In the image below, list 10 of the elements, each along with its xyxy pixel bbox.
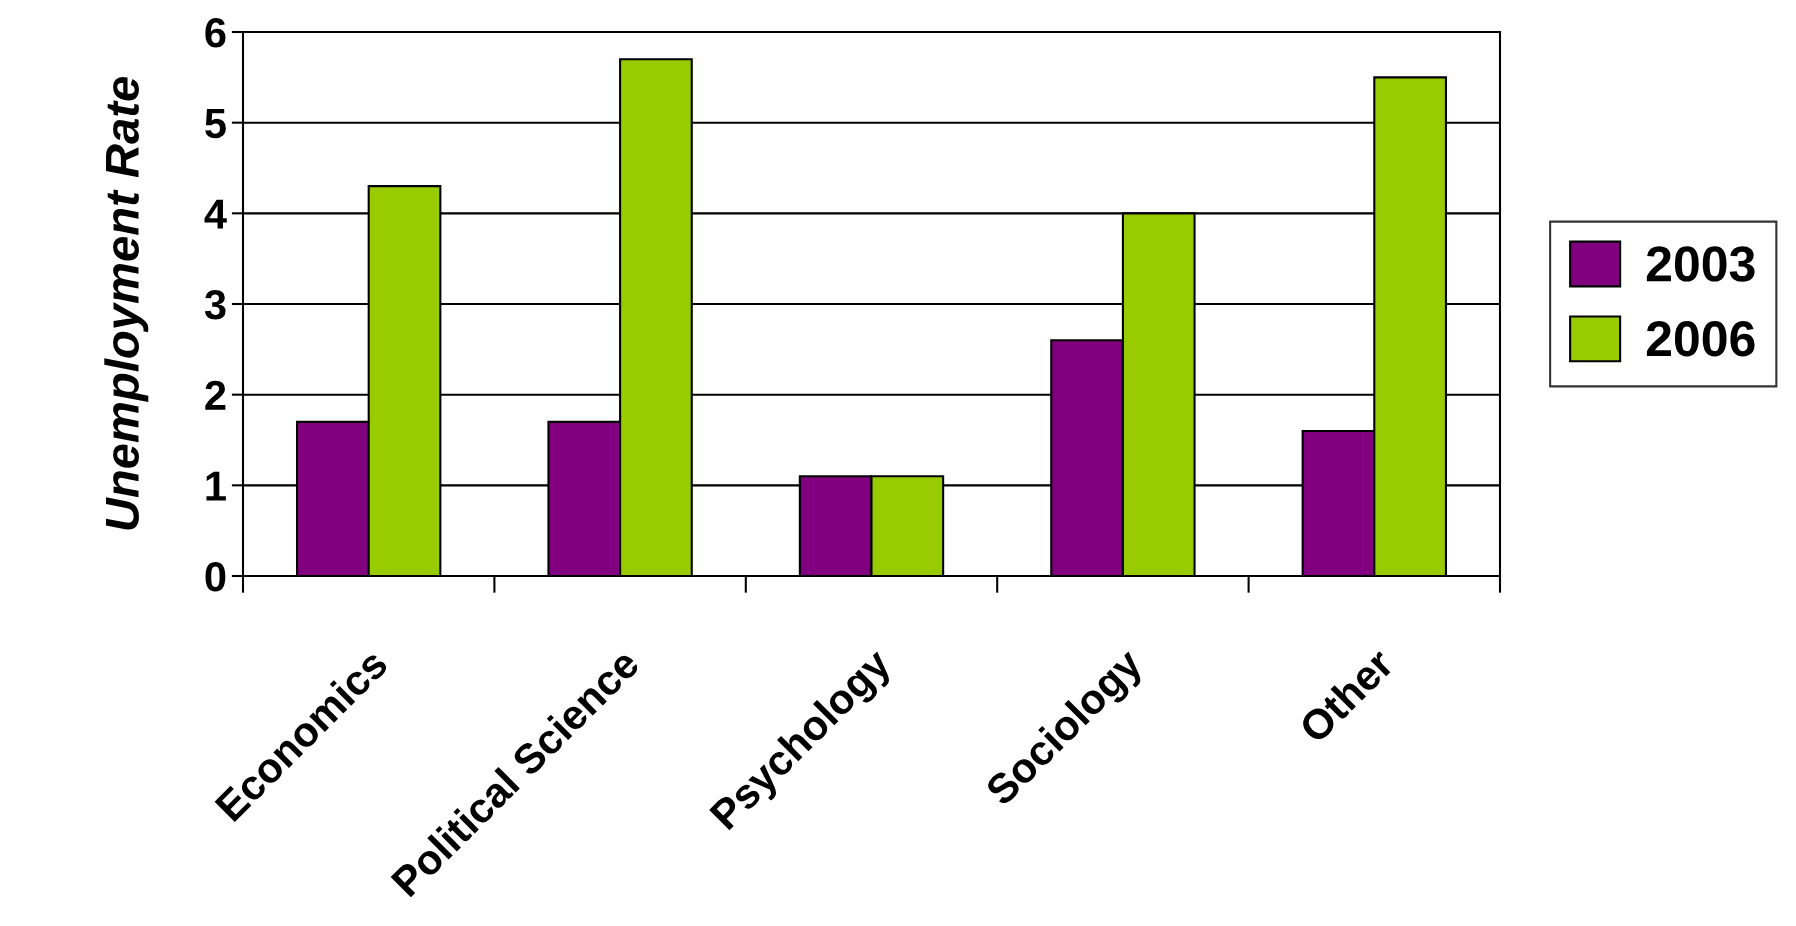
y-tick-label: 1 bbox=[206, 471, 226, 501]
y-tick-label: 3 bbox=[204, 290, 226, 320]
y-tick-label: 4 bbox=[204, 199, 227, 229]
y-axis-title: Unemployment Rate bbox=[104, 77, 149, 530]
y-tick-label: 6 bbox=[205, 18, 226, 48]
legend-label: 2006 bbox=[1646, 321, 1755, 357]
y-tick-label: 2 bbox=[205, 380, 226, 410]
y-tick-label: 0 bbox=[205, 562, 226, 592]
legend-label: 2003 bbox=[1646, 246, 1755, 282]
y-tick-label: 5 bbox=[205, 109, 226, 139]
